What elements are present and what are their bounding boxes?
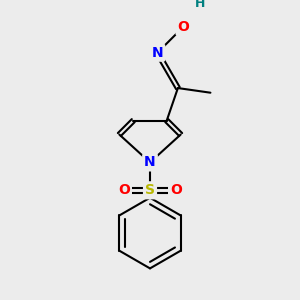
Text: O: O — [118, 183, 130, 197]
Text: O: O — [170, 183, 182, 197]
Text: H: H — [195, 0, 206, 10]
Text: O: O — [178, 20, 189, 34]
Text: N: N — [152, 46, 163, 60]
Text: N: N — [144, 155, 156, 170]
Text: S: S — [145, 183, 155, 197]
